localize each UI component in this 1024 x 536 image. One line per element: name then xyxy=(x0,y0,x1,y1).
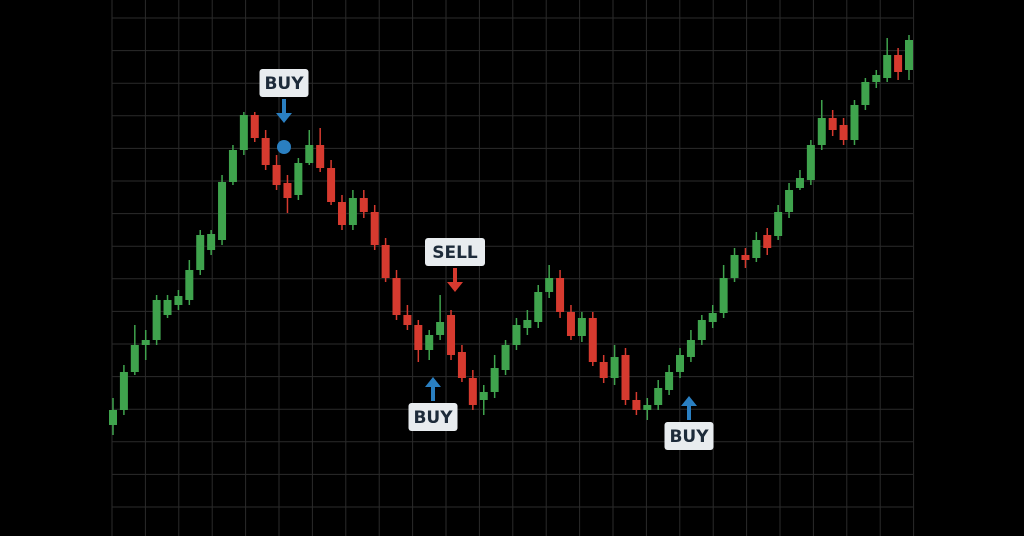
candle-body xyxy=(337,202,346,225)
candle-body xyxy=(109,410,117,425)
candle-body xyxy=(272,165,281,185)
candle-body xyxy=(370,212,379,245)
candle-body xyxy=(588,318,597,362)
candle-body xyxy=(403,315,412,325)
candle-body xyxy=(545,278,554,292)
candle-body xyxy=(185,270,194,300)
candle-body xyxy=(686,340,695,357)
candle-body xyxy=(436,322,445,335)
candle-body xyxy=(752,240,761,258)
candle-body xyxy=(447,315,456,355)
candle-body xyxy=(872,75,881,82)
candle-body xyxy=(425,335,434,350)
candle-body xyxy=(828,118,837,130)
candle-body xyxy=(479,392,488,400)
candle-body xyxy=(839,125,848,140)
candle-body xyxy=(905,40,913,70)
candle-body xyxy=(556,278,565,312)
candle-body xyxy=(861,82,870,105)
annotation-arrowhead xyxy=(447,282,463,292)
candle-body xyxy=(708,313,717,322)
candle-body xyxy=(501,345,510,370)
candle-body xyxy=(883,55,892,78)
candle-body xyxy=(381,245,390,278)
candle-body xyxy=(457,352,466,378)
candle-body xyxy=(643,405,652,410)
candle-body xyxy=(239,115,248,150)
candle-body xyxy=(665,372,674,390)
annotation-arrowhead xyxy=(681,396,697,406)
candle-body xyxy=(283,183,292,198)
annotation-label: BUY xyxy=(413,408,453,428)
annotation-label: SELL xyxy=(432,243,478,263)
candle-body xyxy=(654,388,663,405)
candle-body xyxy=(130,345,139,372)
candle-body xyxy=(141,340,150,345)
candle-body xyxy=(577,318,586,336)
candle-body xyxy=(174,296,183,305)
candle-body xyxy=(817,118,826,145)
candle-body xyxy=(218,182,227,240)
marker-dot xyxy=(277,140,291,154)
candle-body xyxy=(785,190,794,212)
candle-body xyxy=(152,300,161,340)
candle-body xyxy=(610,357,619,378)
candle-body xyxy=(719,278,728,313)
candle-body xyxy=(621,355,630,400)
candle-body xyxy=(119,372,128,410)
candle-body xyxy=(850,105,859,140)
candle-body xyxy=(207,234,216,250)
annotation-label: BUY xyxy=(669,427,709,447)
candle-body xyxy=(763,235,772,248)
candle-body xyxy=(414,325,423,350)
annotation-arrowhead xyxy=(425,377,441,387)
candle-body xyxy=(261,138,270,165)
candle-body xyxy=(359,198,368,212)
candle-body xyxy=(305,145,314,163)
annotation-box xyxy=(425,238,485,266)
candle-body xyxy=(250,115,259,138)
candle-body xyxy=(676,355,685,372)
annotation-arrowhead xyxy=(276,113,292,123)
candle-body xyxy=(294,163,303,195)
candle-body xyxy=(163,300,172,315)
candle-body xyxy=(392,278,401,315)
candle-body xyxy=(741,255,750,260)
candle-body xyxy=(806,145,815,180)
candle-body xyxy=(490,368,499,392)
candle-body xyxy=(730,255,739,278)
candle-body xyxy=(599,362,608,378)
candle-body xyxy=(468,378,477,405)
annotation-label: BUY xyxy=(264,74,304,94)
candle-body xyxy=(196,235,205,270)
annotations: BUY SELL BUY BUY xyxy=(259,69,714,450)
candle-body xyxy=(894,55,903,72)
candle-body xyxy=(697,320,706,340)
candle-body xyxy=(534,292,543,322)
candle-body xyxy=(327,168,336,202)
candle-body xyxy=(523,320,532,328)
candle-body xyxy=(228,150,237,182)
candle-body xyxy=(632,400,641,410)
candle-body xyxy=(566,312,575,336)
candle-body xyxy=(348,198,357,225)
candle-body xyxy=(774,212,783,236)
candle-body xyxy=(316,145,325,168)
annotation-box xyxy=(408,403,458,431)
annotation-box xyxy=(664,422,714,450)
candles xyxy=(109,35,913,435)
candle-body xyxy=(795,178,804,188)
annotation-box xyxy=(259,69,309,97)
candle-body xyxy=(512,325,521,345)
